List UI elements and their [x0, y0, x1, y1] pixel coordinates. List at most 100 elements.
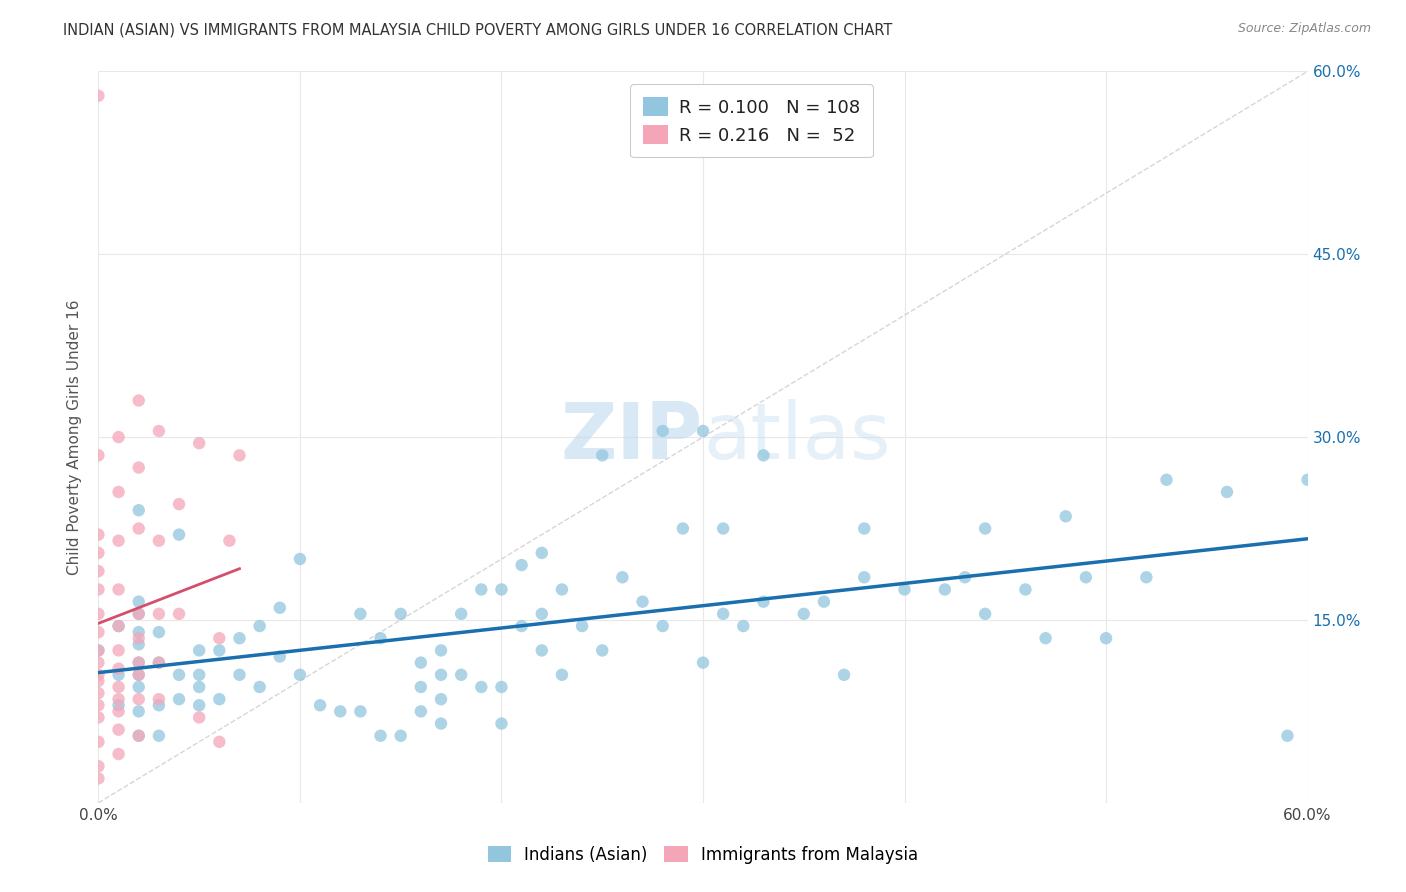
Point — [128, 729, 150, 743]
Point — [107, 582, 129, 597]
Point — [218, 533, 240, 548]
Point — [370, 632, 392, 646]
Point — [128, 503, 150, 517]
Point — [107, 533, 129, 548]
Point — [167, 692, 190, 706]
Point — [409, 656, 432, 670]
Point — [148, 424, 170, 438]
Point — [752, 448, 775, 462]
Point — [87, 710, 110, 724]
Point — [148, 656, 170, 670]
Point — [148, 698, 170, 713]
Point — [288, 667, 311, 681]
Point — [148, 607, 170, 621]
Point — [349, 705, 371, 719]
Point — [107, 692, 129, 706]
Point — [470, 582, 492, 597]
Point — [711, 607, 734, 621]
Point — [128, 667, 150, 681]
Point — [651, 424, 673, 438]
Point — [107, 643, 129, 657]
Point — [692, 656, 714, 670]
Point — [853, 521, 876, 535]
Point — [651, 619, 673, 633]
Point — [128, 729, 150, 743]
Point — [793, 607, 815, 621]
Point — [409, 705, 432, 719]
Point — [107, 747, 129, 761]
Point — [228, 667, 250, 681]
Point — [167, 497, 190, 511]
Point — [1135, 570, 1157, 584]
Point — [128, 594, 150, 608]
Text: atlas: atlas — [703, 399, 890, 475]
Point — [530, 607, 553, 621]
Point — [612, 570, 634, 584]
Point — [349, 607, 371, 621]
Point — [128, 692, 150, 706]
Point — [974, 607, 997, 621]
Point — [450, 667, 472, 681]
Point — [430, 667, 453, 681]
Point — [107, 619, 129, 633]
Point — [249, 619, 271, 633]
Text: INDIAN (ASIAN) VS IMMIGRANTS FROM MALAYSIA CHILD POVERTY AMONG GIRLS UNDER 16 CO: INDIAN (ASIAN) VS IMMIGRANTS FROM MALAYS… — [63, 22, 893, 37]
Point — [953, 570, 976, 584]
Point — [87, 643, 110, 657]
Point — [208, 632, 231, 646]
Point — [128, 705, 150, 719]
Point — [128, 667, 150, 681]
Point — [711, 521, 734, 535]
Point — [430, 692, 453, 706]
Point — [87, 564, 110, 578]
Point — [87, 698, 110, 713]
Point — [87, 546, 110, 560]
Point — [128, 656, 150, 670]
Point — [934, 582, 956, 597]
Point — [228, 448, 250, 462]
Point — [107, 723, 129, 737]
Point — [269, 649, 291, 664]
Legend: Indians (Asian), Immigrants from Malaysia: Indians (Asian), Immigrants from Malaysi… — [481, 839, 925, 871]
Point — [389, 729, 412, 743]
Point — [228, 632, 250, 646]
Point — [188, 643, 211, 657]
Point — [1014, 582, 1036, 597]
Point — [591, 643, 613, 657]
Point — [974, 521, 997, 535]
Point — [491, 680, 513, 694]
Point — [148, 729, 170, 743]
Point — [470, 680, 492, 694]
Point — [1054, 509, 1077, 524]
Point — [87, 656, 110, 670]
Point — [87, 667, 110, 681]
Point — [87, 625, 110, 640]
Point — [128, 393, 150, 408]
Point — [87, 643, 110, 657]
Point — [672, 521, 695, 535]
Point — [107, 667, 129, 681]
Point — [329, 705, 352, 719]
Point — [167, 607, 190, 621]
Point — [128, 632, 150, 646]
Point — [128, 656, 150, 670]
Point — [249, 680, 271, 694]
Point — [148, 656, 170, 670]
Point — [269, 600, 291, 615]
Point — [128, 625, 150, 640]
Point — [1277, 729, 1299, 743]
Point — [631, 594, 654, 608]
Point — [309, 698, 332, 713]
Point — [208, 735, 231, 749]
Point — [188, 667, 211, 681]
Point — [551, 667, 574, 681]
Point — [107, 698, 129, 713]
Point — [813, 594, 835, 608]
Point — [87, 686, 110, 700]
Point — [288, 552, 311, 566]
Point — [430, 643, 453, 657]
Point — [128, 680, 150, 694]
Point — [1156, 473, 1178, 487]
Point — [87, 772, 110, 786]
Point — [128, 607, 150, 621]
